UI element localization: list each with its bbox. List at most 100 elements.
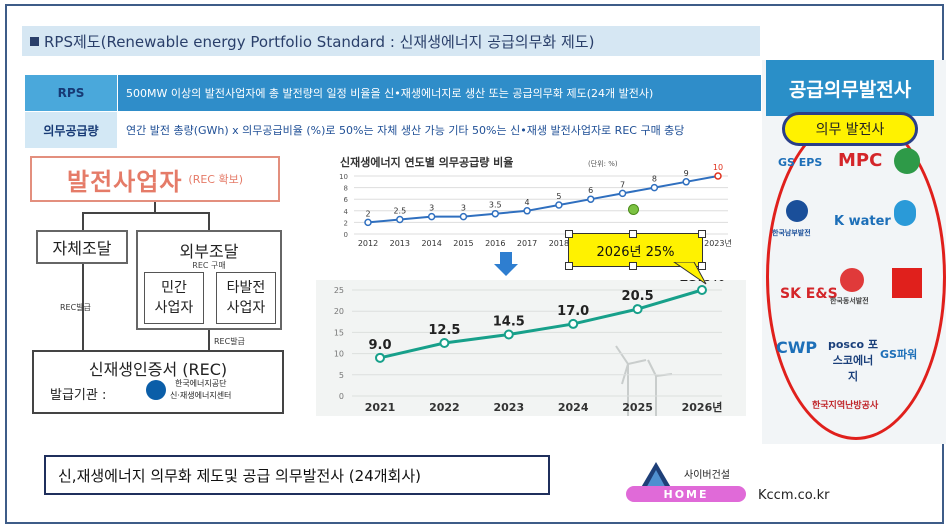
resize-handle[interactable] bbox=[629, 262, 637, 270]
data-label: 3 bbox=[429, 204, 434, 213]
data-label: 9 bbox=[684, 169, 689, 178]
data-label: 4 bbox=[525, 198, 530, 207]
kwater-logo: K water bbox=[834, 214, 891, 229]
resize-handle[interactable] bbox=[698, 230, 706, 238]
rec-issue-label-left: REC발급 bbox=[60, 303, 91, 312]
x-tick-label: 2018 bbox=[549, 239, 569, 248]
x-tick-label: 2013 bbox=[390, 239, 410, 248]
other-line1: 타발전 bbox=[226, 280, 266, 296]
section-title: RPS제도(Renewable energy Portfolio Standar… bbox=[44, 33, 595, 51]
posco-energy-logo: posco 포스코에너지 bbox=[828, 338, 879, 383]
x-tick-label: 2025 bbox=[622, 401, 653, 414]
data-label: 10 bbox=[713, 163, 723, 172]
y-tick-label: 10 bbox=[334, 350, 344, 359]
data-point bbox=[714, 172, 722, 180]
hydro-logo-icon bbox=[894, 200, 916, 226]
rec-flow-diagram: 발전사업자 (REC 확보) 자체조달 외부조달 REC 구매 민간 사업자 타발… bbox=[30, 156, 288, 414]
data-label: 3.5 bbox=[489, 201, 502, 210]
sk-es-logo: SK E&S bbox=[780, 286, 838, 302]
private-line1: 민간 bbox=[161, 280, 187, 296]
resize-handle[interactable] bbox=[629, 230, 637, 238]
section-header: RPS제도(Renewable energy Portfolio Standar… bbox=[22, 26, 760, 56]
x-tick-label: 2021 bbox=[365, 401, 396, 414]
home-button[interactable]: HOME bbox=[626, 486, 746, 502]
wind-turbine-icon bbox=[615, 345, 673, 416]
y-tick-label: 5 bbox=[339, 371, 344, 380]
y-tick-label: 4 bbox=[344, 208, 349, 216]
x-tick-label: 2023년 bbox=[704, 238, 732, 248]
y-tick-label: 0 bbox=[344, 231, 348, 239]
data-label: 5 bbox=[556, 192, 561, 201]
data-point bbox=[632, 304, 643, 315]
caption-box: 신,재생에너지 의무화 제도및 공급 의무발전사 (24개회사) bbox=[44, 455, 550, 495]
koen-logo-icon bbox=[894, 148, 920, 174]
data-label: 20.5 bbox=[622, 289, 654, 304]
data-point bbox=[618, 189, 627, 198]
kospo-logo: 한국남부발전 bbox=[772, 229, 811, 237]
data-point bbox=[586, 195, 595, 203]
y-tick-label: 0 bbox=[339, 392, 344, 401]
data-label: 2 bbox=[365, 209, 370, 218]
y-tick-label: 25 bbox=[334, 286, 344, 295]
obligation-badge: 의무 발전사 bbox=[782, 112, 918, 146]
data-point bbox=[439, 338, 450, 348]
table-row: 의무공급량 연간 발전 총량(GWh) x 의무공급비율 (%)로 50%는 자… bbox=[24, 111, 762, 149]
connector-line bbox=[154, 202, 156, 212]
data-point bbox=[459, 212, 468, 221]
resize-handle[interactable] bbox=[565, 230, 573, 238]
data-point bbox=[503, 329, 514, 340]
brand-name: 사이버건설 bbox=[684, 470, 730, 481]
x-tick-label: 2023 bbox=[493, 401, 524, 414]
panel-header: 공급의무발전사 bbox=[766, 60, 934, 116]
row-header: RPS bbox=[24, 74, 118, 112]
external-supply-box: 외부조달 REC 구매 민간 사업자 타발전 사업자 bbox=[136, 230, 282, 330]
connector-line bbox=[82, 264, 84, 350]
data-point bbox=[555, 201, 563, 209]
data-label: 8 bbox=[652, 175, 657, 184]
self-supply-box: 자체조달 bbox=[36, 230, 128, 264]
x-tick-label: 2026년 bbox=[682, 400, 723, 414]
data-point bbox=[682, 178, 690, 186]
issuer-name-line1: 한국에너지공단 bbox=[174, 379, 227, 388]
row-text: 500MW 이상의 발전사업자에 총 발전량의 일정 비율을 신•재생에너지로 … bbox=[117, 74, 762, 112]
x-tick-label: 2022 bbox=[429, 401, 460, 414]
kdhc-logo: 한국지역난방공사 bbox=[812, 401, 879, 411]
resize-handle[interactable] bbox=[698, 262, 706, 270]
ewp-logo-icon bbox=[840, 268, 864, 292]
rotation-handle[interactable] bbox=[628, 204, 639, 215]
data-point bbox=[523, 207, 531, 215]
other-line2: 사업자 bbox=[226, 300, 266, 316]
data-point bbox=[650, 183, 659, 192]
table-row: RPS 500MW 이상의 발전사업자에 총 발전량의 일정 비율을 신•재생에… bbox=[24, 74, 762, 112]
connector-line bbox=[208, 330, 210, 350]
external-supply-label: 외부조달 bbox=[179, 242, 239, 261]
resize-handle[interactable] bbox=[565, 262, 573, 270]
generator-note: (REC 확보) bbox=[188, 173, 243, 186]
issuer-name-line2: 신·재생에너지센터 bbox=[170, 391, 232, 400]
issuer-label: 발급기관 : bbox=[50, 388, 107, 403]
site-url[interactable]: Kccm.co.kr bbox=[758, 488, 830, 503]
y-tick-label: 15 bbox=[334, 328, 344, 337]
down-arrow-icon bbox=[494, 252, 518, 276]
x-tick-label: 2016 bbox=[485, 239, 505, 248]
y-tick-label: 2 bbox=[344, 219, 348, 227]
series-line bbox=[379, 288, 703, 360]
rec-issue-label-right: REC발급 bbox=[214, 337, 245, 346]
kea-logo-icon bbox=[146, 380, 166, 400]
callout-2026[interactable]: 2026년 25% bbox=[568, 233, 703, 267]
cyber-construction-logo[interactable]: 사이버건설 HOME bbox=[620, 462, 750, 506]
generator-box: 발전사업자 (REC 확보) bbox=[30, 156, 280, 202]
rps-definition-table: RPS 500MW 이상의 발전사업자에 총 발전량의 일정 비율을 신•재생에… bbox=[24, 74, 762, 149]
target-ratio-chart: 0 5 10 15 20 25 9.0 2021 12.5 2022 14.5 2023 17.0 202… bbox=[316, 270, 746, 416]
data-label: 14.5 bbox=[493, 315, 525, 330]
data-point bbox=[427, 212, 436, 221]
data-point bbox=[568, 318, 579, 329]
rec-certificate-box: 신재생인증서 (REC) 발급기관 : 한국에너지공단 신·재생에너지센터 bbox=[32, 350, 284, 414]
row-text: 연간 발전 총량(GWh) x 의무공급비율 (%)로 50%는 자체 생산 가… bbox=[117, 111, 762, 149]
connector-line bbox=[208, 212, 210, 230]
x-tick-label: 2012 bbox=[358, 239, 378, 248]
x-tick-label: 2014 bbox=[421, 239, 441, 248]
connector-line bbox=[82, 212, 210, 214]
x-tick-label: 2017 bbox=[517, 239, 537, 248]
